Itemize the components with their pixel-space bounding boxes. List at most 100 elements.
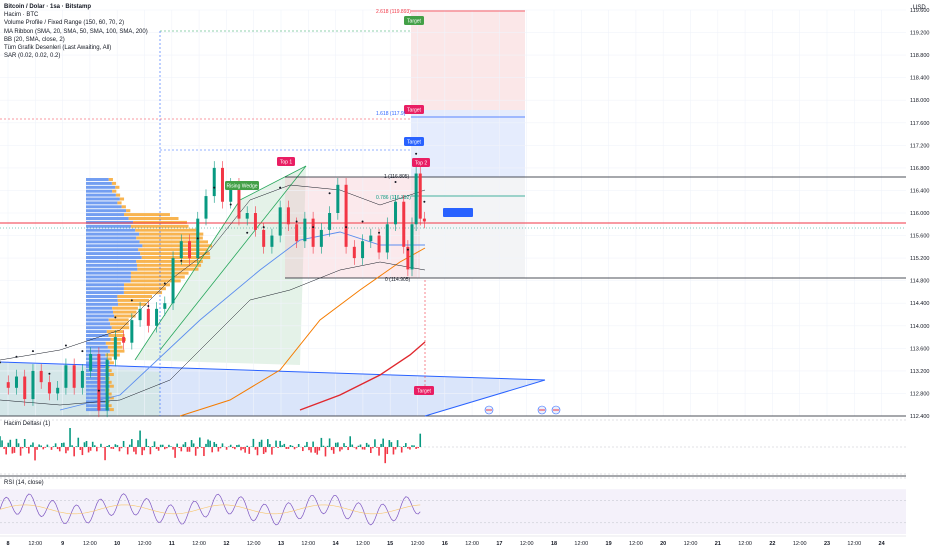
- rsi-band: [0, 489, 906, 534]
- indicator-sar[interactable]: SAR (0.02, 0.02, 0.2): [4, 53, 61, 60]
- indicator-bb[interactable]: BB (20, SMA, close, 2): [4, 36, 65, 43]
- sar-dot: [378, 231, 381, 234]
- delta-bar: [149, 447, 152, 455]
- delta-bar: [46, 444, 49, 447]
- delta-bar: [215, 443, 218, 447]
- indicator-volume-profile[interactable]: Volume Profile / Fixed Range (150, 60, 7…: [4, 20, 125, 27]
- price-candle: [394, 201, 398, 225]
- volume-profile-bar: [86, 279, 131, 283]
- volume-profile-bar: [86, 302, 119, 306]
- delta-bar: [133, 447, 135, 452]
- volume-profile-bar: [86, 178, 109, 181]
- chart-title[interactable]: Bitcoin / Dolar · 1sa · Bitstamp: [4, 4, 92, 10]
- volume-profile-bar: [86, 275, 131, 279]
- rsi-ma-line: [0, 504, 421, 515]
- volume-profile-bar: [137, 267, 199, 271]
- volume-profile-bar: [86, 349, 110, 353]
- delta-bar: [394, 447, 397, 450]
- delta-bar: [36, 447, 38, 450]
- volume-profile-bar: [124, 283, 170, 287]
- price-candle: [204, 196, 208, 219]
- volume-profile-bar: [86, 353, 106, 357]
- rising-wedge-zone: [135, 166, 306, 365]
- volume-profile-bar: [86, 252, 141, 256]
- delta-bar: [246, 445, 248, 447]
- price-candle: [229, 184, 233, 202]
- delta-bar: [388, 440, 391, 447]
- time-tick-label: 11: [169, 541, 175, 547]
- delta-bar: [77, 437, 80, 447]
- price-tick-label: 116.800: [910, 166, 929, 172]
- volume-profile-bar: [119, 197, 125, 201]
- volume-profile-bar: [86, 220, 134, 224]
- volume-profile-bar: [86, 330, 107, 334]
- delta-bar: [205, 443, 207, 447]
- volume-profile-bar: [86, 298, 118, 302]
- delta-bar: [254, 447, 257, 450]
- top-2-label-bg: [412, 158, 430, 167]
- price-tick-label: 118.000: [910, 98, 929, 104]
- delta-bar: [40, 445, 42, 447]
- time-tick-label: 22: [769, 541, 775, 547]
- delta-bar: [50, 447, 53, 450]
- price-candle: [89, 353, 93, 371]
- rsi-title[interactable]: RSI (14, close): [4, 480, 44, 486]
- wedge-line-top: [239, 165, 307, 201]
- delta-bar: [180, 447, 183, 452]
- delta-bar: [219, 447, 222, 449]
- currency-label: USD: [913, 5, 926, 11]
- delta-bar: [390, 442, 393, 447]
- price-tick-label: 114.800: [910, 279, 929, 285]
- delta-bar: [221, 443, 224, 447]
- delta-bar: [277, 447, 279, 448]
- delta-bar: [308, 447, 310, 451]
- time-tick-label: 12:00: [520, 541, 534, 547]
- delta-bar: [258, 441, 261, 447]
- sar-dot: [246, 231, 249, 234]
- fib-level-label: 1 (116.805): [384, 174, 410, 180]
- volume-profile-bar: [141, 256, 211, 259]
- time-tick-label: 12:00: [793, 541, 807, 547]
- delta-bar: [5, 447, 7, 455]
- delta-bar: [201, 447, 203, 448]
- sar-dot: [180, 259, 183, 262]
- delta-title[interactable]: Hacim Deltası (1): [4, 421, 51, 427]
- delta-bar: [135, 447, 137, 455]
- delta-bar: [188, 447, 191, 452]
- volume-profile-bar: [109, 373, 114, 376]
- delta-bar: [93, 445, 96, 447]
- delta-bar: [238, 444, 240, 447]
- indicator-ma-ribbon[interactable]: MA Ribbon (SMA, 20, SMA, 50, SMA, 100, S…: [4, 28, 148, 35]
- delta-bar: [271, 447, 273, 455]
- delta-bar: [166, 447, 168, 449]
- delta-bar: [75, 446, 78, 447]
- delta-bar: [30, 444, 32, 447]
- volume-profile-bar: [130, 275, 185, 279]
- delta-bar: [32, 442, 34, 447]
- sar-dot: [423, 200, 426, 203]
- volume-profile-bar: [86, 263, 137, 267]
- price-tick-label: 115.600: [910, 234, 929, 240]
- price-candle: [31, 370, 35, 400]
- volume-profile-bar: [105, 353, 120, 357]
- volume-profile-bar: [108, 318, 129, 322]
- delta-bar: [374, 439, 376, 447]
- delta-bar: [291, 445, 294, 447]
- delta-bar: [314, 447, 316, 453]
- delta-bar: [137, 440, 139, 447]
- volume-profile-bar: [86, 267, 138, 271]
- indicator-volume[interactable]: Hacim · BTC: [4, 12, 39, 19]
- delta-bar: [367, 444, 370, 447]
- delta-bar: [407, 447, 409, 449]
- delta-bar: [54, 443, 57, 447]
- price-candle: [402, 201, 406, 247]
- price-tick-label: 117.600: [910, 121, 929, 127]
- volume-profile-bar: [86, 240, 140, 244]
- delta-bar: [386, 447, 389, 455]
- delta-bar: [170, 446, 172, 447]
- indicator-patterns[interactable]: Tüm Grafik Desenleri (Last Awaiting, All…: [4, 45, 112, 52]
- volume-profile-bar: [86, 295, 118, 298]
- time-tick-label: 12:00: [356, 541, 370, 547]
- volume-profile-bar: [86, 248, 139, 252]
